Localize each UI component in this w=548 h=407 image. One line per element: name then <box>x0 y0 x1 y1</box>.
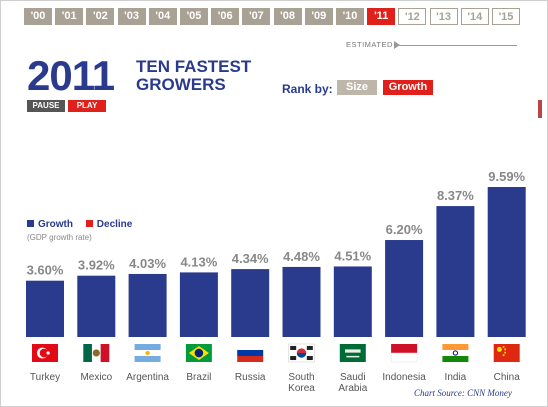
bar-india <box>436 206 475 337</box>
estimated-range-line <box>399 45 517 46</box>
category-label: Mexico <box>80 372 112 383</box>
value-label: 8.37% <box>437 188 474 203</box>
value-label: 3.60% <box>27 263 64 278</box>
year-button-10[interactable]: '10 <box>336 8 364 25</box>
south-korea-flag-icon <box>288 343 315 363</box>
year-button-3[interactable]: '03 <box>117 8 146 25</box>
russia-flag-icon <box>237 344 264 362</box>
value-label: 6.20% <box>386 222 423 237</box>
year-button-8[interactable]: '08 <box>273 8 302 25</box>
bar-russia <box>231 269 270 337</box>
value-label: 4.34% <box>232 251 269 266</box>
value-label: 4.03% <box>129 256 166 271</box>
legend: Growth Decline <box>27 219 132 230</box>
bar-indonesia <box>385 240 424 337</box>
category-label: India <box>445 372 467 383</box>
argentina-flag-icon <box>134 344 161 362</box>
value-label: 4.51% <box>334 248 371 263</box>
selected-year-title: 2011 <box>27 52 115 99</box>
year-button-13[interactable]: '13 <box>429 8 458 25</box>
category-label: Russia <box>235 372 266 383</box>
year-button-2[interactable]: '02 <box>86 8 115 25</box>
year-button-6[interactable]: '06 <box>211 8 240 25</box>
indonesia-flag-icon <box>390 344 418 363</box>
bar-south-korea <box>282 266 321 337</box>
brazil-flag-icon <box>185 344 212 362</box>
chart-headline: TEN FASTEST GROWERS <box>136 57 252 94</box>
mexico-flag-icon <box>83 344 110 362</box>
category-label: Brazil <box>186 372 211 383</box>
bar-china <box>487 187 526 337</box>
bar-argentina <box>128 273 167 337</box>
estimated-label: ESTIMATED <box>346 40 393 49</box>
pause-button[interactable]: PAUSE <box>27 100 65 112</box>
value-label: 3.92% <box>78 258 115 273</box>
category-label: South <box>288 372 314 383</box>
bar-brazil <box>179 272 218 337</box>
bar-saudi-arabia <box>333 266 372 337</box>
category-label: Indonesia <box>382 372 426 383</box>
category-label: Argentina <box>126 372 169 383</box>
value-label: 4.48% <box>283 249 320 264</box>
year-button-15[interactable]: '15 <box>492 8 520 25</box>
china-flag-icon <box>493 344 520 362</box>
turkey-flag-icon <box>32 344 58 362</box>
saudi-arabia-flag-icon <box>339 344 366 362</box>
growth-swatch <box>27 220 34 227</box>
year-button-9[interactable]: '09 <box>304 8 333 25</box>
chart-source: Chart Source: CNN Money <box>414 388 512 398</box>
category-label: Korea <box>288 383 315 394</box>
legend-decline-label: Decline <box>96 219 133 230</box>
year-button-5[interactable]: '05 <box>180 8 208 25</box>
estimated-arrow-icon <box>394 41 400 49</box>
value-label: 4.13% <box>180 254 217 269</box>
year-button-14[interactable]: '14 <box>460 8 489 25</box>
category-label: Saudi <box>340 372 366 383</box>
category-label: Turkey <box>30 372 60 383</box>
scroll-marker <box>538 100 542 118</box>
year-button-1[interactable]: '01 <box>55 8 84 25</box>
category-label: Arabia <box>338 383 367 394</box>
year-button-0[interactable]: '00 <box>24 8 52 25</box>
india-flag-icon <box>442 344 469 362</box>
rank-by-label: Rank by: <box>282 82 333 96</box>
bar-mexico <box>77 275 116 337</box>
bar-turkey <box>26 280 64 337</box>
year-button-7[interactable]: '07 <box>242 8 271 25</box>
year-button-12[interactable]: '12 <box>398 8 427 25</box>
category-label: China <box>494 372 521 383</box>
legend-note: (GDP growth rate) <box>27 233 92 242</box>
decline-swatch <box>85 220 93 227</box>
year-button-11[interactable]: '11 <box>367 8 396 25</box>
legend-growth-label: Growth <box>38 219 73 230</box>
year-button-4[interactable]: '04 <box>148 8 177 25</box>
rank-by-growth-button[interactable]: Growth <box>383 80 433 95</box>
value-label: 9.59% <box>488 169 525 184</box>
play-button[interactable]: PLAY <box>68 100 106 112</box>
rank-by-size-button[interactable]: Size <box>337 80 377 95</box>
